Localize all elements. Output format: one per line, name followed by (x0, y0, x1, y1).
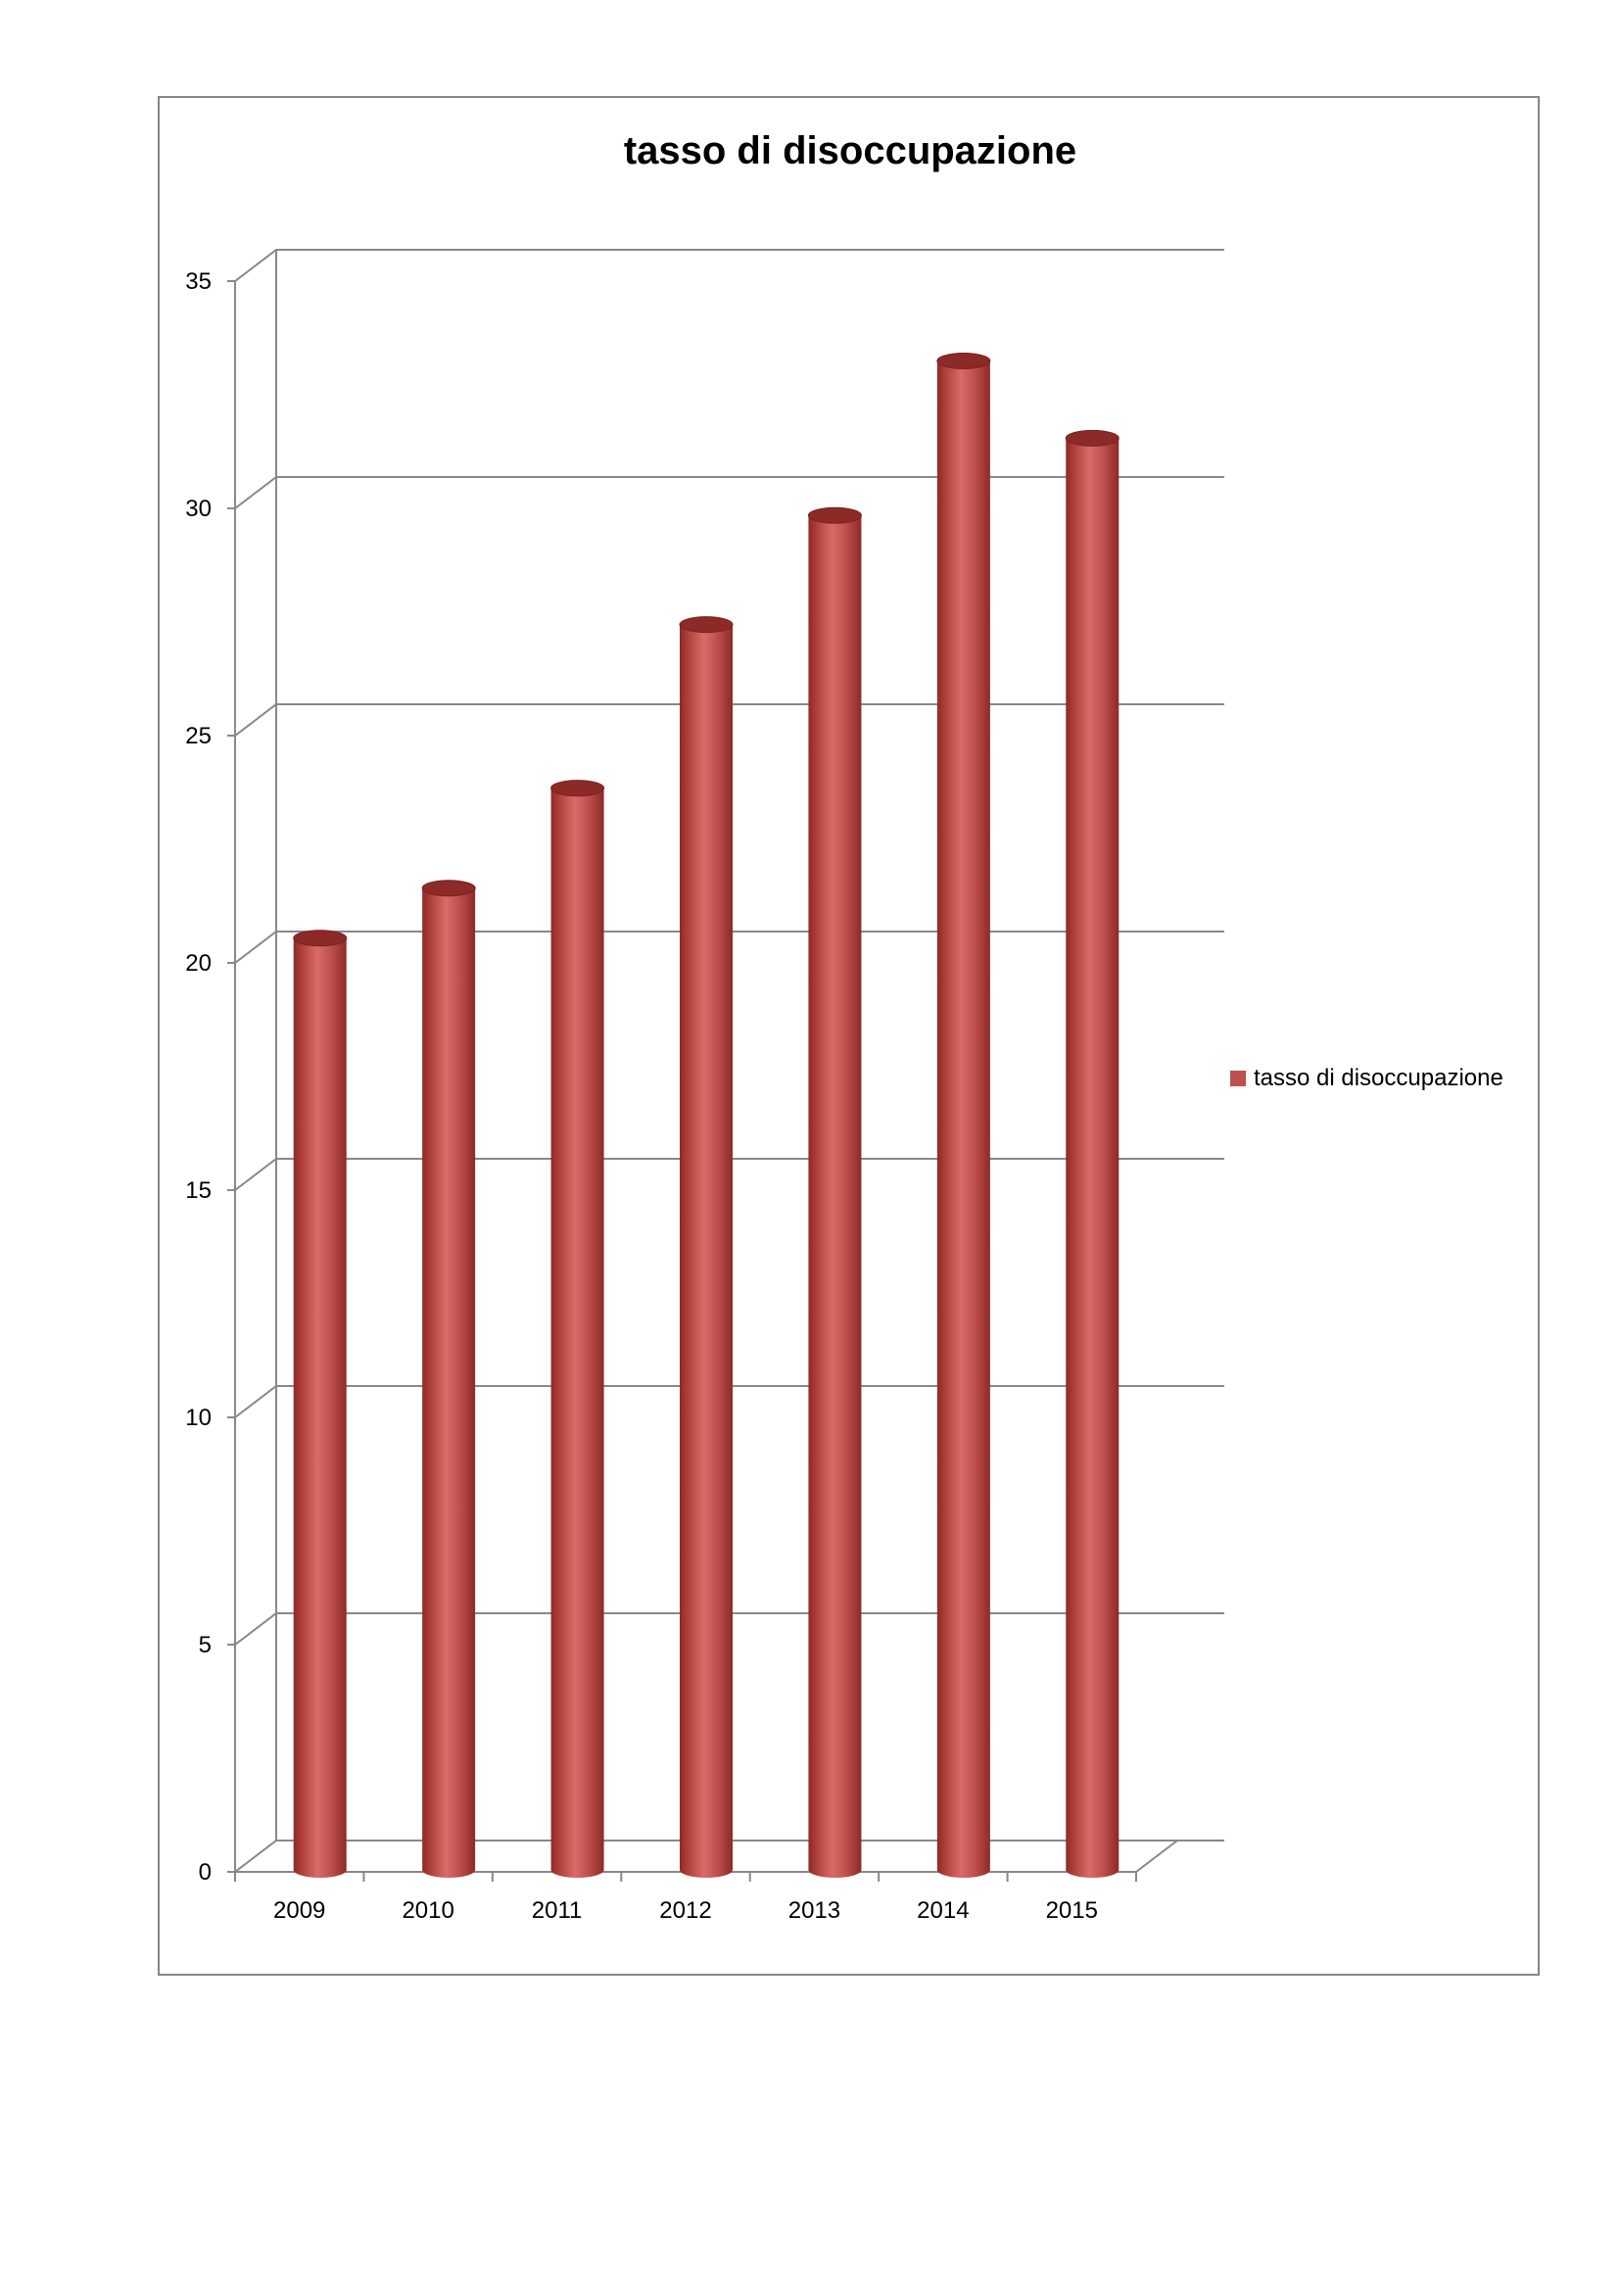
y-tick-label: 20 (185, 950, 212, 977)
bar-cap (1065, 429, 1120, 447)
bar-cap (679, 616, 734, 634)
bars (293, 353, 1120, 1879)
y-tick-label: 30 (185, 496, 212, 522)
gridline-35 (227, 249, 1224, 282)
y-tick-label: 5 (199, 1632, 212, 1658)
bar-2015 (1065, 429, 1120, 1878)
x-tick-label: 2014 (917, 1897, 969, 1924)
floor-right-edge (1135, 1840, 1178, 1873)
bar-2013 (807, 506, 862, 1878)
gridlines (227, 249, 1224, 1873)
y-tick-label: 0 (199, 1859, 212, 1886)
y-axis-ticks: 0 5 10 15 20 25 30 35 (185, 268, 212, 1886)
bar-body (936, 360, 990, 1878)
x-tick-label: 2009 (273, 1897, 325, 1924)
bar-cap (421, 880, 476, 897)
bar-body (680, 624, 733, 1878)
y-tick-label: 35 (185, 268, 212, 295)
bar-2010 (421, 880, 476, 1878)
gridline-10 (227, 1385, 1224, 1418)
legend: tasso di disoccupazione (1230, 1065, 1503, 1091)
bar-body (550, 788, 604, 1879)
bar-2009 (293, 930, 348, 1878)
x-tick-label: 2013 (788, 1897, 840, 1924)
chart-title: tasso di disoccupazione (624, 129, 1076, 172)
x-axis-ticks: 2009 2010 2011 2012 2013 2014 2015 (234, 1872, 1137, 1924)
gridline-0 (227, 1840, 1224, 1873)
bar-cap (936, 353, 991, 370)
gridline-30 (227, 476, 1224, 509)
bar-cap (550, 780, 605, 797)
x-tick-label: 2010 (402, 1897, 453, 1924)
legend-label: tasso di disoccupazione (1254, 1065, 1503, 1091)
x-tick-label: 2012 (659, 1897, 711, 1924)
y-tick-label: 10 (185, 1405, 212, 1431)
bar-body (1066, 438, 1120, 1878)
y-tick-label: 25 (185, 723, 212, 749)
bar-2014 (936, 353, 991, 1878)
legend-swatch (1230, 1071, 1246, 1086)
bar-body (422, 887, 476, 1878)
x-tick-label: 2011 (532, 1897, 583, 1924)
gridline-15 (227, 1158, 1224, 1191)
bar-cap (293, 930, 348, 947)
bar-body (808, 515, 862, 1878)
gridline-5 (227, 1612, 1224, 1646)
bar-body (293, 937, 347, 1878)
bar-2011 (550, 780, 605, 1879)
bar-cap (807, 506, 862, 524)
gridline-20 (227, 931, 1224, 964)
x-tick-label: 2015 (1046, 1897, 1098, 1924)
y-tick-label: 15 (185, 1177, 212, 1204)
bar-2012 (679, 616, 734, 1878)
gridline-25 (227, 703, 1224, 737)
